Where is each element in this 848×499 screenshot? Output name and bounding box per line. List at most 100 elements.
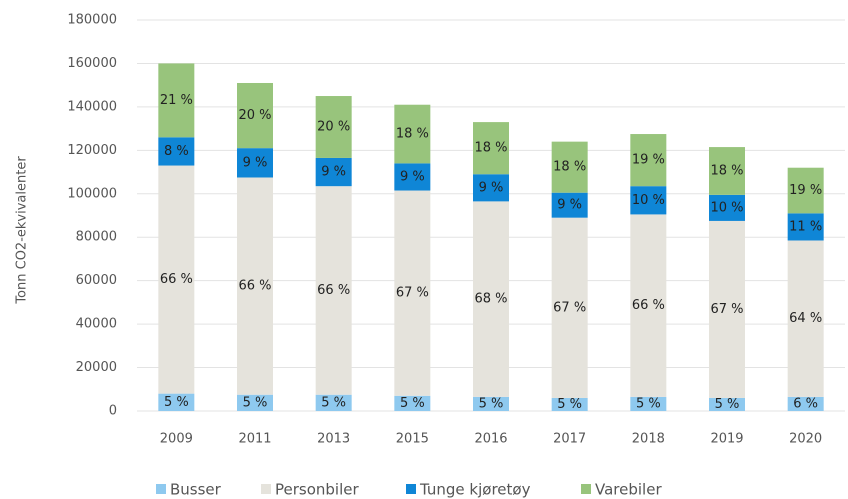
x-tick-label: 2015 xyxy=(396,432,429,447)
data-label: 18 % xyxy=(553,160,586,175)
data-label: 9 % xyxy=(243,155,268,170)
data-label: 66 % xyxy=(160,272,193,287)
data-label: 67 % xyxy=(396,286,429,301)
bar-segment xyxy=(630,186,667,215)
bar-segment xyxy=(237,177,273,395)
x-tick-label: 2013 xyxy=(317,432,350,447)
bar-segment xyxy=(630,214,667,397)
data-label: 5 % xyxy=(400,396,425,411)
legend-swatch xyxy=(406,484,416,494)
data-label: 5 % xyxy=(164,395,189,410)
data-label: 5 % xyxy=(243,395,268,410)
data-label: 11 % xyxy=(789,219,822,234)
data-label: 10 % xyxy=(710,200,743,215)
bar-segment xyxy=(709,220,745,398)
x-tick-label: 2016 xyxy=(474,432,507,447)
legend-swatch xyxy=(581,484,591,494)
bar-segment xyxy=(315,157,352,187)
x-tick-label: 2009 xyxy=(160,432,193,447)
data-label: 18 % xyxy=(474,141,507,156)
y-tick-label: 180000 xyxy=(67,13,117,28)
data-label: 20 % xyxy=(317,119,350,134)
data-label: 66 % xyxy=(238,279,271,294)
y-axis-label: Tonn CO2-ekvivalenter xyxy=(15,156,30,305)
y-tick-label: 120000 xyxy=(67,143,117,158)
bar-segment xyxy=(551,397,588,411)
x-tick-label: 2018 xyxy=(632,432,665,447)
data-label: 64 % xyxy=(789,311,822,326)
bar-segment xyxy=(630,396,667,411)
data-label: 18 % xyxy=(710,163,743,178)
bar-segment xyxy=(787,240,824,397)
bar-segment xyxy=(237,148,273,178)
y-tick-label: 60000 xyxy=(76,273,117,288)
legend-label: Varebiler xyxy=(595,481,662,499)
x-tick-label: 2017 xyxy=(553,432,586,447)
bar-segment xyxy=(315,96,352,158)
bar-segment xyxy=(158,165,195,394)
bar-segment xyxy=(158,137,195,166)
data-label: 9 % xyxy=(557,198,582,213)
bar-segment xyxy=(473,174,509,202)
data-label: 9 % xyxy=(321,165,346,180)
y-tick-label: 140000 xyxy=(67,99,117,114)
bar-segment xyxy=(315,394,352,411)
data-label: 68 % xyxy=(474,292,507,307)
bar-segment xyxy=(709,397,745,411)
bar-segment xyxy=(551,141,588,193)
data-label: 6 % xyxy=(793,396,818,411)
bar-segment xyxy=(473,201,509,397)
bar-segment xyxy=(787,167,824,214)
bar-segment xyxy=(473,396,509,411)
bar-segment xyxy=(787,213,824,241)
y-tick-label: 40000 xyxy=(76,317,117,332)
data-label: 9 % xyxy=(479,180,504,195)
legend-label: Busser xyxy=(170,481,222,499)
data-label: 19 % xyxy=(789,183,822,198)
data-label: 5 % xyxy=(479,396,504,411)
bar-segment xyxy=(394,395,431,411)
bar-segment xyxy=(237,394,273,411)
bar-segment xyxy=(394,190,431,396)
data-label: 67 % xyxy=(553,300,586,315)
bar-segment xyxy=(394,163,431,191)
bar-segment xyxy=(158,393,195,411)
bar-segment xyxy=(158,63,195,138)
data-label: 19 % xyxy=(632,153,665,168)
data-label: 66 % xyxy=(632,298,665,313)
legend-swatch xyxy=(261,484,271,494)
data-label: 5 % xyxy=(321,395,346,410)
bar-segment xyxy=(315,186,352,395)
data-label: 66 % xyxy=(317,283,350,298)
bar-segment xyxy=(787,396,824,411)
bar-segment xyxy=(394,104,431,164)
bar-segment xyxy=(473,122,509,175)
data-label: 20 % xyxy=(238,108,271,123)
bar-segment xyxy=(551,192,588,218)
bar-segment xyxy=(630,134,667,187)
x-tick-label: 2011 xyxy=(238,432,271,447)
data-label: 5 % xyxy=(715,397,740,412)
y-tick-label: 100000 xyxy=(67,186,117,201)
data-label: 5 % xyxy=(557,397,582,412)
data-label: 5 % xyxy=(636,396,661,411)
y-tick-label: 80000 xyxy=(76,230,117,245)
x-tick-label: 2019 xyxy=(710,432,743,447)
bar-segment xyxy=(551,217,588,398)
data-label: 10 % xyxy=(632,193,665,208)
x-tick-label: 2020 xyxy=(789,432,822,447)
data-label: 8 % xyxy=(164,144,189,159)
y-tick-label: 20000 xyxy=(76,360,117,375)
bar-segment xyxy=(709,147,745,195)
data-label: 9 % xyxy=(400,169,425,184)
legend-swatch xyxy=(156,484,166,494)
y-tick-label: 0 xyxy=(109,404,117,419)
bar-segment xyxy=(237,82,273,149)
y-tick-label: 160000 xyxy=(67,56,117,71)
legend-label: Personbiler xyxy=(275,481,359,499)
data-label: 18 % xyxy=(396,127,429,142)
legend-label: Tunge kjøretøy xyxy=(419,481,531,499)
data-label: 21 % xyxy=(160,93,193,108)
bar-segment xyxy=(709,194,745,221)
